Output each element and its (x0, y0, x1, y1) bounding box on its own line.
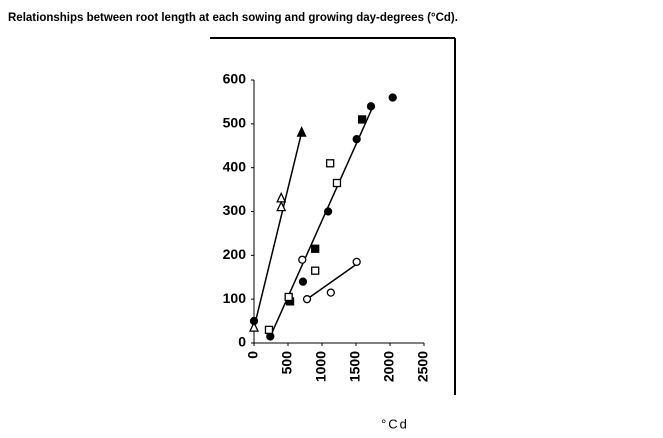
point (352, 257, 361, 267)
y-tick-label: 200 (223, 246, 247, 262)
point (276, 200, 287, 212)
point (248, 321, 260, 332)
x-tick-label: 0 (245, 351, 261, 359)
point (284, 292, 293, 302)
y-tick-label: 600 (223, 71, 247, 87)
point (352, 135, 361, 144)
point (249, 316, 259, 326)
y-tick-label: 500 (223, 115, 247, 131)
point (296, 126, 307, 137)
point (298, 255, 307, 264)
point (366, 102, 376, 111)
point (323, 207, 333, 216)
y-tick-label: 0 (238, 334, 246, 350)
point (326, 288, 335, 297)
y-tick-label: 300 (223, 202, 247, 218)
x-tick-label: 500 (279, 351, 295, 375)
point (332, 178, 342, 188)
point (311, 266, 320, 275)
fit-line (306, 263, 358, 300)
chart-title: Relationships between root length at eac… (8, 12, 458, 24)
point (388, 93, 397, 102)
point (311, 244, 320, 253)
y-tick-label: 100 (223, 290, 247, 306)
point (264, 325, 274, 335)
x-tick-label: 2500 (415, 351, 431, 382)
point (298, 277, 308, 286)
x-tick-label: 2000 (381, 351, 397, 382)
point (357, 115, 367, 124)
point (326, 159, 335, 168)
x-tick-label: 1000 (313, 351, 329, 382)
x-axis-label: °Cd (381, 416, 409, 431)
point (302, 295, 312, 304)
point (276, 191, 287, 203)
x-tick-label: 1500 (347, 351, 363, 382)
y-tick-label: 400 (223, 158, 247, 174)
fit-line (253, 132, 303, 328)
